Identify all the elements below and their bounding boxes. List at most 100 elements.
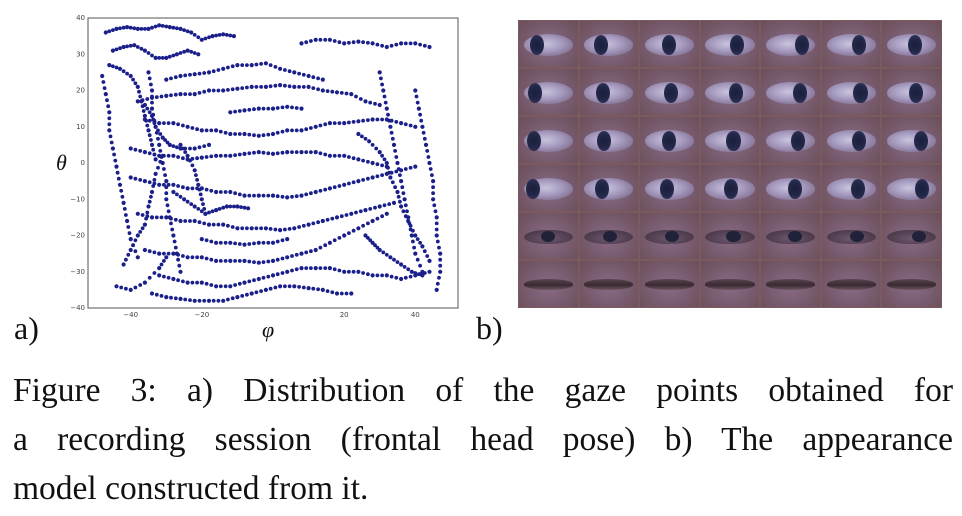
gaze-point xyxy=(164,179,169,184)
gaze-point xyxy=(176,184,180,188)
gaze-point xyxy=(197,71,202,76)
gaze-point xyxy=(342,233,347,238)
gaze-point xyxy=(192,92,197,97)
iris-shape xyxy=(915,178,930,200)
gaze-point xyxy=(435,281,440,286)
gaze-point xyxy=(287,84,292,89)
gaze-point xyxy=(235,295,240,300)
gaze-point xyxy=(363,233,368,238)
gaze-point xyxy=(427,258,432,263)
gaze-point xyxy=(135,255,140,260)
gaze-point xyxy=(394,169,399,174)
gaze-point xyxy=(420,273,425,278)
gaze-point xyxy=(173,296,178,301)
gaze-point xyxy=(242,242,247,247)
gaze-point xyxy=(433,209,438,214)
iris-shape xyxy=(526,178,541,200)
gaze-point xyxy=(178,51,183,55)
gaze-point xyxy=(266,259,271,264)
gaze-point xyxy=(178,26,183,31)
gaze-point xyxy=(261,150,266,155)
eye-shape xyxy=(765,81,816,104)
gaze-point xyxy=(356,157,361,162)
gaze-point xyxy=(206,70,212,75)
gaze-point xyxy=(152,271,157,275)
gaze-point xyxy=(418,112,422,117)
gaze-point xyxy=(214,208,219,213)
gaze-point xyxy=(182,49,186,54)
gaze-point xyxy=(111,28,115,32)
gaze-point xyxy=(211,88,216,93)
gaze-point xyxy=(367,139,372,144)
gaze-point xyxy=(171,144,176,149)
gaze-point xyxy=(230,87,235,92)
gaze-point xyxy=(183,73,188,78)
iris-shape xyxy=(851,178,866,200)
gaze-point xyxy=(381,250,386,255)
gaze-point xyxy=(240,294,245,298)
gaze-point xyxy=(121,69,126,74)
gaze-point xyxy=(138,94,143,99)
gaze-point xyxy=(299,106,304,111)
y-tick-label: 0 xyxy=(81,159,85,167)
x-tick-label: 20 xyxy=(340,311,349,319)
gaze-point xyxy=(420,244,425,249)
gaze-point xyxy=(112,152,116,157)
gaze-point xyxy=(221,298,226,303)
gaze-track-22 xyxy=(363,233,425,278)
gaze-point xyxy=(349,92,354,97)
gaze-point xyxy=(137,89,141,94)
gaze-point xyxy=(339,91,344,95)
gaze-point xyxy=(189,202,194,207)
gaze-point xyxy=(226,223,230,228)
gaze-point xyxy=(114,164,119,169)
iris-shape xyxy=(528,82,543,104)
gaze-point xyxy=(226,297,230,302)
iris-shape xyxy=(914,130,929,152)
gaze-point xyxy=(334,291,340,296)
gaze-point xyxy=(233,132,238,136)
gaze-point xyxy=(349,291,354,296)
eye-appearance-cell xyxy=(640,21,699,67)
gaze-point xyxy=(117,182,123,187)
gaze-point xyxy=(354,94,358,99)
gaze-point xyxy=(204,128,209,133)
gaze-point xyxy=(273,285,278,290)
gaze-point xyxy=(217,207,222,211)
caption-line-2: a recording session (frontal head pose) … xyxy=(13,421,953,458)
gaze-point xyxy=(337,121,342,125)
gaze-point xyxy=(235,86,240,91)
gaze-point xyxy=(164,295,169,300)
gaze-point xyxy=(294,194,299,199)
gaze-point xyxy=(275,130,280,135)
gaze-point xyxy=(152,121,157,125)
gaze-point xyxy=(318,266,323,270)
gaze-point xyxy=(118,46,122,51)
eye-appearance-cell xyxy=(700,165,760,211)
gaze-point xyxy=(221,66,226,71)
gaze-point xyxy=(216,222,221,227)
gaze-point xyxy=(377,70,382,75)
iris-shape xyxy=(788,231,803,243)
gaze-point xyxy=(391,142,397,147)
gaze-point xyxy=(432,203,437,208)
scatter-svg: −40 −30 −20 −10 0 10 20 30 40 −40 −20 20 40 xyxy=(70,14,459,319)
gaze-point xyxy=(332,121,337,125)
gaze-point xyxy=(221,222,226,227)
gaze-point xyxy=(384,44,389,50)
gaze-point xyxy=(270,131,276,137)
gaze-point xyxy=(292,226,297,231)
gaze-point xyxy=(159,155,164,159)
gaze-point xyxy=(263,287,268,292)
gaze-point xyxy=(159,94,164,99)
y-tick-label: −10 xyxy=(70,195,85,203)
gaze-point xyxy=(301,85,306,89)
gaze-track-8 xyxy=(128,146,389,169)
gaze-point xyxy=(237,281,242,286)
plot-frame xyxy=(87,17,459,309)
gaze-point xyxy=(252,133,256,138)
gaze-point xyxy=(125,71,129,76)
gaze-point xyxy=(360,134,364,139)
gaze-point xyxy=(218,153,223,158)
gaze-point xyxy=(368,100,373,105)
